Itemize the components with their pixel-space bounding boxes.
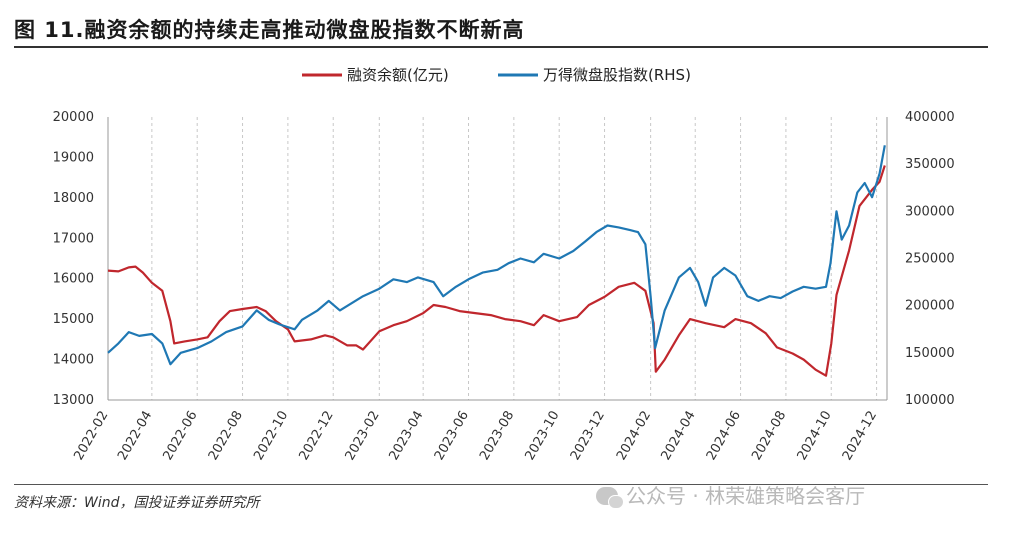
x-tick-label: 2024-08 xyxy=(749,409,789,464)
y-right-tick-label: 400000 xyxy=(905,110,955,125)
x-tick-label: 2022-12 xyxy=(297,409,337,464)
legend: 融资余额(亿元) 万得微盘股指数(RHS) xyxy=(302,66,691,84)
legend-label-index: 万得微盘股指数(RHS) xyxy=(543,66,691,84)
margin-balance-line xyxy=(107,165,886,377)
x-tick-label: 2024-06 xyxy=(704,409,744,464)
legend-label-margin: 融资余额(亿元) xyxy=(347,66,449,84)
microcap-index-line xyxy=(107,145,886,366)
y-right-tick-label: 300000 xyxy=(905,204,955,219)
x-tick-label: 2024-04 xyxy=(659,409,699,464)
x-tick-label: 2023-04 xyxy=(386,409,426,464)
footer-rule xyxy=(14,484,988,485)
y-right-tick-label: 250000 xyxy=(905,252,955,267)
x-tick-label: 2022-10 xyxy=(251,409,291,464)
watermark-text: 公众号 · 林荣雄策略会客厅 xyxy=(626,484,866,508)
y-left-tick-label: 13000 xyxy=(53,393,94,408)
title-rule xyxy=(14,46,988,48)
x-tick-label: 2024-02 xyxy=(614,409,654,464)
y-left-tick-label: 17000 xyxy=(53,231,94,246)
figure-title: 图 11.融资余额的持续走高推动微盘股指数不断新高 xyxy=(14,18,525,42)
y-left-tick-label: 19000 xyxy=(53,150,94,165)
x-tick-label: 2022-02 xyxy=(71,409,111,464)
x-tick-label: 2022-06 xyxy=(161,409,201,464)
x-tick-label: 2023-06 xyxy=(432,409,472,464)
y-left-tick-label: 14000 xyxy=(53,353,94,368)
y-right-tick-label: 150000 xyxy=(905,346,955,361)
x-tick-label: 2022-04 xyxy=(115,409,155,464)
x-tick-label: 2023-12 xyxy=(568,409,608,464)
vertical-grid xyxy=(107,117,878,400)
y-left-tick-label: 20000 xyxy=(53,110,94,125)
y-left-tick-label: 15000 xyxy=(53,312,94,327)
y-left-tick-label: 16000 xyxy=(53,272,94,287)
x-tick-label: 2023-02 xyxy=(343,409,383,464)
line-chart: 2022-02 2022-04 2022-06 2022-08 2022-10 2022-… xyxy=(53,66,955,463)
y-left-tick-label: 18000 xyxy=(53,191,94,206)
series-lines xyxy=(107,145,886,377)
x-tick-label: 2024-12 xyxy=(840,409,880,464)
x-tick-label: 2023-10 xyxy=(523,409,563,464)
source-note: 资料来源：Wind，国投证券证券研究所 xyxy=(14,495,260,511)
watermark: 公众号 · 林荣雄策略会客厅 xyxy=(596,480,865,509)
x-tick-label: 2024-10 xyxy=(795,409,835,464)
x-tick-label: 2022-08 xyxy=(206,409,246,464)
wechat-icon xyxy=(596,487,624,509)
y-right-tick-label: 100000 xyxy=(905,393,955,408)
x-tick-label: 2023-08 xyxy=(477,409,517,464)
y-right-tick-label: 200000 xyxy=(905,299,955,314)
y-right-tick-label: 350000 xyxy=(905,157,955,172)
axes: 2022-02 2022-04 2022-06 2022-08 2022-10 2022-… xyxy=(53,110,955,463)
